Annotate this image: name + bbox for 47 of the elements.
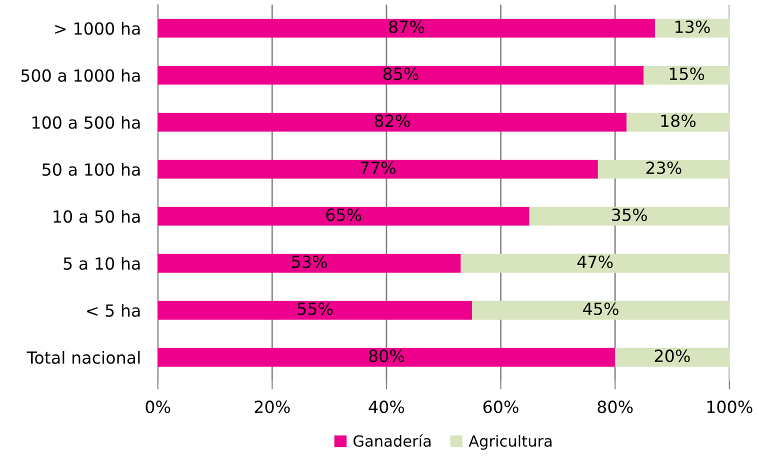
bar: [158, 112, 627, 132]
bar: [158, 254, 461, 273]
x-tick-label: 60%: [483, 400, 518, 414]
legend-label: Agricultura: [468, 434, 552, 450]
x-tick-label: 80%: [598, 400, 633, 414]
bar: [158, 348, 616, 367]
data-label: 87%: [389, 20, 424, 34]
x-tick-label: 0%: [146, 400, 170, 414]
data-label: 65%: [326, 208, 362, 222]
data-label: 53%: [292, 256, 327, 268]
data-label: 15%: [670, 67, 704, 80]
bar: [158, 18, 656, 38]
y-tick-label: 500 a 1000 ha: [21, 68, 140, 82]
bar: [158, 300, 472, 320]
y-tick-label: 100 a 500 ha: [32, 116, 140, 129]
bar: [460, 254, 730, 273]
x-tick-label: 20%: [254, 400, 290, 414]
data-label: 13%: [676, 20, 710, 34]
y-tick-label: 5 a 10 ha: [64, 256, 140, 270]
y-tick-label: 50 a 100 ha: [42, 162, 140, 176]
bar: [598, 160, 730, 179]
y-tick-label: 10 a 50 ha: [54, 210, 140, 223]
data-label: 45%: [583, 302, 618, 316]
data-label: 35%: [612, 208, 647, 222]
bar: [158, 206, 530, 226]
data-label: 55%: [298, 302, 333, 316]
x-tick-label: 40%: [368, 400, 404, 414]
data-label: 80%: [369, 350, 404, 362]
y-tick-label: < 5 ha: [87, 304, 140, 317]
data-label: 23%: [646, 162, 682, 174]
data-label: 85%: [383, 67, 418, 80]
y-tick-label: > 1000 ha: [55, 22, 140, 35]
bar: [644, 66, 730, 85]
bar: [529, 206, 730, 226]
data-label: 47%: [577, 256, 613, 268]
x-tick-label: 100%: [707, 400, 752, 414]
data-label: 20%: [654, 350, 690, 362]
bar: [472, 300, 730, 320]
bar: [615, 348, 730, 367]
bar: [158, 66, 644, 85]
legend-label: Ganadería: [354, 434, 431, 447]
bar: [626, 112, 730, 132]
y-tick-label: Total nacional: [26, 350, 140, 364]
data-label: 77%: [360, 162, 396, 174]
data-label: 18%: [661, 114, 696, 128]
data-label: 82%: [374, 114, 410, 128]
bar: [158, 160, 598, 179]
